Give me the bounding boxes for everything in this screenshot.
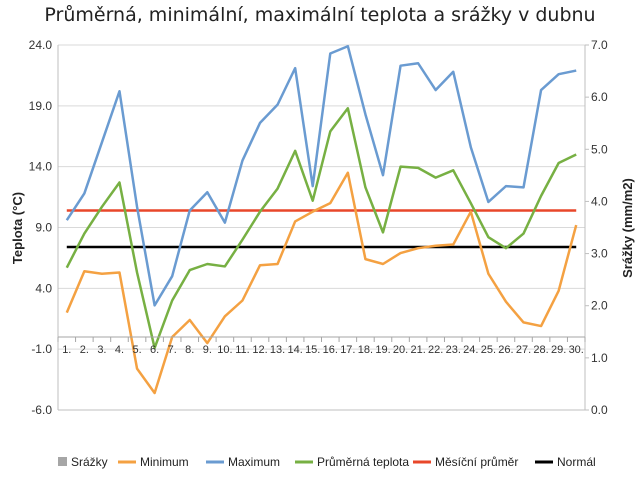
y2-tick-label: 4.0 (591, 194, 608, 208)
x-tick-label: 18. (358, 344, 373, 356)
x-tick-label: 5. (132, 344, 141, 356)
legend-label: Průměrná teplota (317, 455, 409, 469)
x-tick-label: 14. (288, 344, 303, 356)
x-tick-label: 4. (115, 344, 124, 356)
chart-title: Průměrná, minimální, maximální teplota a… (44, 4, 596, 26)
y-tick-label: -1.0 (31, 342, 52, 356)
x-tick-label: 25. (481, 344, 496, 356)
legend-label: Minimum (140, 455, 189, 469)
x-tick-label: 1. (62, 344, 71, 356)
x-tick-label: 26. (498, 344, 513, 356)
y2-tick-label: 5.0 (591, 142, 608, 156)
x-tick-label: 29. (551, 344, 566, 356)
y2-tick-label: 2.0 (591, 299, 608, 313)
y-tick-label: -6.0 (31, 403, 52, 417)
series-lines (65, 44, 578, 395)
x-tick-label: 9. (203, 344, 212, 356)
series-line-prumerna-teplota (65, 107, 577, 350)
y-tick-label: 19.0 (29, 99, 53, 113)
x-tick-label: 6. (150, 344, 159, 356)
legend-swatch-srazky (58, 457, 67, 466)
x-tick-label: 3. (97, 344, 106, 356)
x-tick-label: 30. (569, 344, 584, 356)
y2-tick-label: 0.0 (591, 403, 608, 417)
x-tick-label: 15. (305, 344, 320, 356)
x-tick-label: 23. (446, 344, 461, 356)
x-tick-label: 13. (270, 344, 285, 356)
y2-tick-label: 6.0 (591, 90, 608, 104)
series-line-maximum (65, 44, 577, 307)
y-tick-label: 14.0 (29, 160, 53, 174)
x-tick-label: 12. (252, 344, 267, 356)
x-tick-label: 21. (410, 344, 425, 356)
y2-tick-label: 3.0 (591, 247, 608, 261)
x-tick-label: 17. (340, 344, 355, 356)
x-tick-label: 16. (323, 344, 338, 356)
x-tick-label: 20. (393, 344, 408, 356)
x-tick-label: 19. (375, 344, 390, 356)
x-tick-label: 2. (80, 344, 89, 356)
y-tick-label: 24.0 (29, 38, 53, 52)
x-tick-label: 7. (168, 344, 177, 356)
y-axis-title: Teplota (°C) (10, 192, 25, 264)
y2-axis-title: Srážky (mm/m2) (620, 178, 635, 278)
series-line-minimum (65, 171, 578, 395)
x-tick-label: 22. (428, 344, 443, 356)
legend: Srážky Minimum Maximum Průměrná teplota Měsí… (58, 455, 596, 469)
axes: 24.0 19.0 14.0 9.0 4.0 -1.0 -6.0 7.0 6.0 5.0 4.0 3.… (29, 38, 608, 417)
x-tick-label: 24. (463, 344, 478, 356)
x-tick-label: 28. (533, 344, 548, 356)
y-tick-label: 9.0 (35, 221, 52, 235)
legend-label: Srážky (71, 455, 108, 469)
x-tick-label: 8. (185, 344, 194, 356)
y2-tick-label: 1.0 (591, 351, 608, 365)
legend-label: Maximum (228, 455, 280, 469)
y-tick-label: 4.0 (35, 281, 52, 295)
legend-label: Měsíční průměr (435, 455, 518, 469)
x-tick-label: 27. (516, 344, 531, 356)
x-tick-label: 10. (217, 344, 232, 356)
legend-label: Normál (557, 455, 596, 469)
x-tick-label: 11. (235, 344, 249, 356)
y2-tick-label: 7.0 (591, 38, 608, 52)
